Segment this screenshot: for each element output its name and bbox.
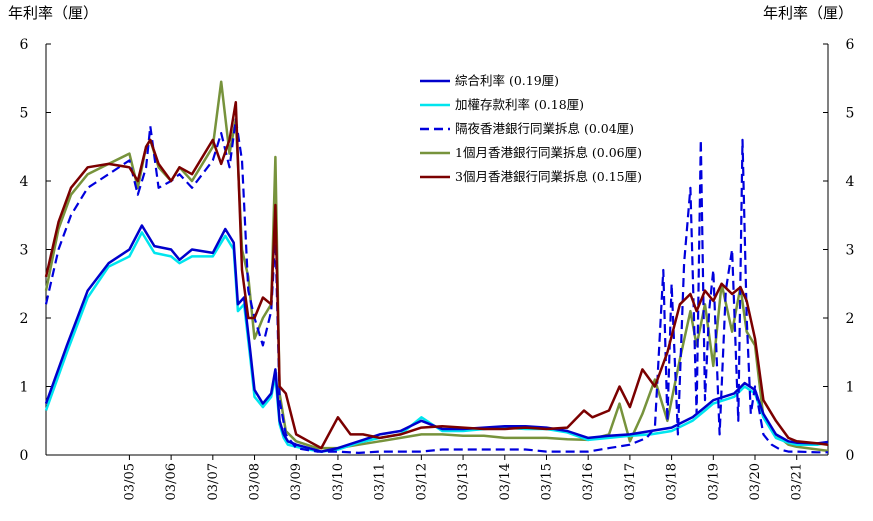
y-tick-label-right: 0 [846, 448, 855, 464]
y-tick-label-left: 4 [20, 174, 29, 190]
y-tick-label-right: 4 [846, 174, 855, 190]
x-tick-label: 03/13 [456, 463, 471, 500]
series-layer [44, 80, 829, 454]
y-tick-label-left: 1 [20, 380, 29, 396]
y-tick-label-right: 5 [846, 106, 855, 122]
x-tick-label: 03/16 [581, 463, 596, 500]
x-tick-label: 03/12 [414, 463, 429, 500]
x-tick-label: 03/15 [539, 463, 554, 500]
x-tick-label: 03/18 [665, 463, 680, 500]
legend-label-1: 加權存款利率 (0.18厘) [455, 97, 584, 112]
legend-label-3: 1個月香港銀行同業拆息 (0.06厘) [455, 145, 642, 160]
y-tick-label-left: 0 [20, 448, 29, 464]
x-tick-label: 03/19 [706, 463, 721, 500]
x-tick-label: 03/20 [748, 463, 763, 500]
x-tick-label: 03/14 [498, 463, 513, 500]
x-tick-label: 03/06 [164, 463, 179, 500]
x-tick-label: 03/21 [790, 463, 805, 500]
x-tick-label: 03/09 [289, 463, 304, 500]
series-line-3 [44, 80, 829, 453]
y-tick-label-left: 5 [20, 106, 29, 122]
y-tick-label-left: 6 [20, 37, 29, 53]
x-tick-label: 03/10 [331, 463, 346, 500]
legend-label-2: 隔夜香港銀行同業拆息 (0.04厘) [455, 121, 634, 136]
x-tick-label: 03/07 [206, 463, 221, 500]
x-tick-label: 03/05 [122, 463, 137, 500]
x-tick-label: 03/11 [373, 463, 388, 500]
x-tick-label: 03/17 [623, 463, 638, 500]
legend-label-0: 綜合利率 (0.19厘) [455, 73, 559, 88]
legend-label-4: 3個月香港銀行同業拆息 (0.15厘) [455, 169, 642, 184]
y-tick-label-left: 2 [20, 311, 29, 327]
y-tick-label-right: 3 [846, 243, 855, 259]
y-tick-label-left: 3 [20, 243, 29, 259]
series-line-0 [44, 224, 829, 453]
axes-layer: 0 0 1 1 2 2 3 3 4 4 5 5 6 6 03/05 03/06 03/07 03/08 03/09 0… [20, 37, 855, 500]
left-axis-unit-label: 年利率（厘） [8, 4, 99, 22]
y-tick-label-right: 6 [846, 37, 855, 53]
x-tick-label: 03/08 [248, 463, 263, 500]
right-axis-unit-label: 年利率（厘） [762, 4, 853, 22]
series-line-1 [44, 231, 829, 453]
legend: 綜合利率 (0.19厘) 加權存款利率 (0.18厘) 隔夜香港銀行同業拆息 (0.… [420, 73, 642, 184]
series-line-4 [44, 100, 829, 450]
y-tick-label-right: 2 [846, 311, 855, 327]
y-tick-label-right: 1 [846, 380, 855, 396]
